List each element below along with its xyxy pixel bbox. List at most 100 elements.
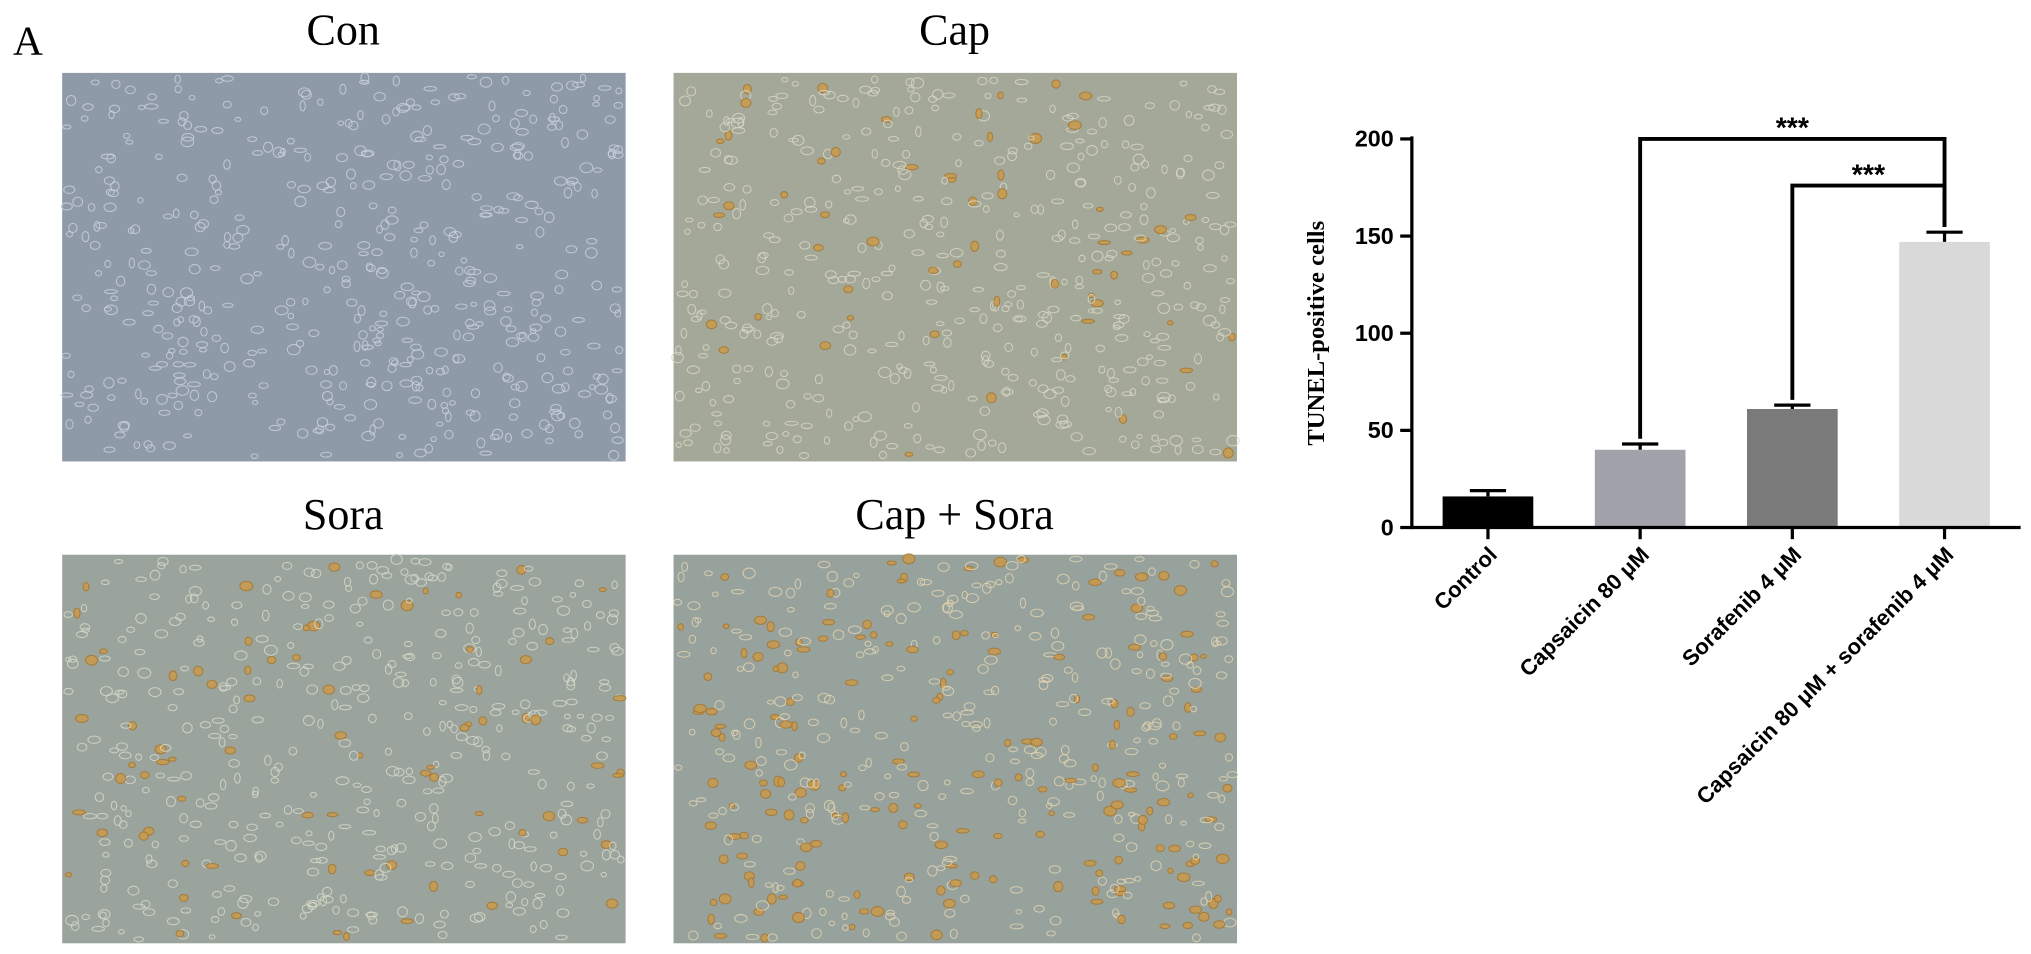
cell (149, 569, 161, 581)
cell (813, 105, 825, 114)
cell (1005, 560, 1019, 571)
cell (1228, 332, 1236, 342)
cell (372, 649, 382, 660)
cell (592, 101, 600, 107)
cell (997, 169, 1005, 181)
cell (561, 382, 570, 392)
cell (1091, 763, 1099, 772)
cell (873, 188, 883, 196)
cell (878, 450, 888, 460)
cell (984, 655, 998, 665)
cell (1191, 880, 1205, 887)
cell (1139, 702, 1151, 710)
cell (356, 621, 364, 627)
cell (496, 569, 508, 578)
cell (325, 176, 337, 188)
cell (1055, 369, 1066, 381)
cell (1048, 865, 1061, 874)
cell (1114, 406, 1123, 418)
cell (505, 902, 514, 908)
cell (1016, 97, 1028, 103)
cell (880, 270, 894, 277)
cell (570, 627, 579, 639)
cell (718, 346, 729, 354)
cell (851, 186, 865, 192)
cell (870, 906, 885, 917)
cell (1114, 569, 1126, 577)
cell (1074, 178, 1086, 187)
cell (679, 429, 692, 438)
cell (449, 400, 456, 406)
cell (366, 911, 376, 920)
cell (687, 304, 697, 315)
image-title: Cap + Sora (855, 490, 1053, 539)
cell (93, 221, 101, 232)
cell (1213, 894, 1222, 903)
cell (302, 256, 317, 268)
cell (466, 735, 480, 746)
cell (1215, 853, 1230, 865)
cell (1113, 719, 1121, 731)
cell (972, 286, 984, 293)
cell (844, 275, 856, 284)
cell (403, 712, 413, 721)
cell (775, 378, 790, 390)
cell (1065, 375, 1076, 383)
cell (374, 869, 384, 881)
cell (529, 925, 537, 934)
cell (148, 687, 162, 698)
cell (500, 316, 512, 327)
cell (760, 788, 772, 799)
cell (276, 243, 285, 250)
cell (180, 907, 192, 914)
cell (187, 381, 201, 388)
cell (723, 183, 736, 192)
cell (714, 723, 727, 729)
cell (277, 151, 286, 157)
cell (332, 929, 343, 936)
cell (798, 751, 806, 760)
cell (547, 116, 560, 122)
cell (91, 925, 105, 932)
cell (1136, 651, 1144, 659)
cell (522, 89, 531, 97)
cell (892, 758, 905, 765)
cell (506, 192, 521, 201)
cell (426, 821, 436, 832)
cell (1125, 842, 1138, 853)
cell (177, 795, 187, 802)
cell (167, 776, 181, 782)
cell (188, 315, 200, 324)
cell (556, 908, 570, 918)
cell (720, 434, 732, 446)
cell (1191, 437, 1202, 443)
y-tick-label: 100 (1355, 320, 1394, 346)
cell (508, 637, 517, 646)
cell (794, 787, 807, 798)
cell (179, 110, 189, 121)
cell (1112, 321, 1125, 329)
cell (792, 911, 805, 923)
cell (483, 300, 496, 312)
cell (411, 104, 422, 111)
cell (1185, 381, 1196, 391)
cell (708, 812, 719, 819)
cell (695, 797, 707, 803)
x-tick-label: Control (1429, 542, 1502, 615)
cell (800, 146, 815, 156)
cell (521, 596, 528, 606)
cell (252, 923, 259, 932)
cell (1071, 219, 1079, 230)
image-title: Sora (303, 490, 384, 539)
cell (1050, 278, 1060, 289)
cell (752, 652, 764, 662)
cell (515, 380, 528, 392)
cell (1187, 792, 1194, 799)
cell (423, 85, 438, 92)
cell (804, 196, 816, 208)
cell (114, 431, 126, 439)
cell (247, 136, 258, 143)
cell (357, 596, 368, 606)
cell (236, 224, 250, 236)
cell (1214, 822, 1225, 832)
